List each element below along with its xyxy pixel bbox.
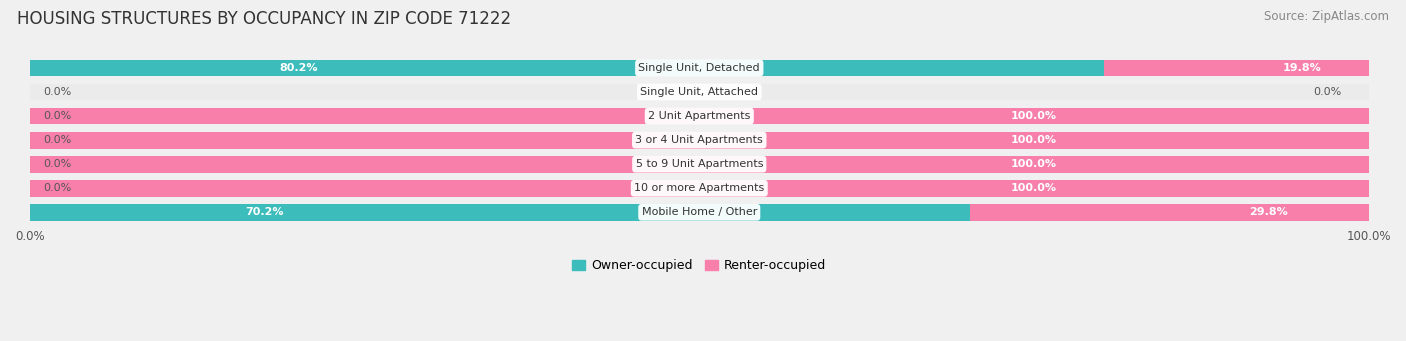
Bar — [30, 204, 970, 221]
Bar — [30, 180, 1369, 197]
Text: 0.0%: 0.0% — [1313, 87, 1341, 97]
Text: 2 Unit Apartments: 2 Unit Apartments — [648, 111, 751, 121]
Bar — [30, 156, 1369, 173]
Text: HOUSING STRUCTURES BY OCCUPANCY IN ZIP CODE 71222: HOUSING STRUCTURES BY OCCUPANCY IN ZIP C… — [17, 10, 510, 28]
Bar — [1104, 60, 1369, 76]
Bar — [30, 132, 1369, 149]
Text: 0.0%: 0.0% — [44, 87, 72, 97]
Text: 19.8%: 19.8% — [1284, 63, 1322, 73]
Text: Single Unit, Detached: Single Unit, Detached — [638, 63, 761, 73]
Text: 10 or more Apartments: 10 or more Apartments — [634, 183, 765, 193]
Text: 3 or 4 Unit Apartments: 3 or 4 Unit Apartments — [636, 135, 763, 145]
Text: 100.0%: 100.0% — [1011, 111, 1057, 121]
Text: 100.0%: 100.0% — [1011, 183, 1057, 193]
Text: 100.0%: 100.0% — [1011, 135, 1057, 145]
Text: Single Unit, Attached: Single Unit, Attached — [640, 87, 758, 97]
Text: 29.8%: 29.8% — [1250, 207, 1288, 217]
Text: 0.0%: 0.0% — [44, 135, 72, 145]
Text: 0.0%: 0.0% — [44, 183, 72, 193]
Text: 80.2%: 80.2% — [278, 63, 318, 73]
Text: Mobile Home / Other: Mobile Home / Other — [641, 207, 756, 217]
Text: 0.0%: 0.0% — [44, 159, 72, 169]
Text: 100.0%: 100.0% — [1011, 159, 1057, 169]
Text: 0.0%: 0.0% — [44, 111, 72, 121]
Bar — [30, 156, 1369, 173]
Bar — [30, 108, 1369, 124]
Text: 5 to 9 Unit Apartments: 5 to 9 Unit Apartments — [636, 159, 763, 169]
Bar — [30, 108, 1369, 124]
Bar — [30, 204, 1369, 221]
Bar — [970, 204, 1369, 221]
Bar — [30, 132, 1369, 149]
Bar — [30, 60, 1104, 76]
Legend: Owner-occupied, Renter-occupied: Owner-occupied, Renter-occupied — [572, 259, 827, 272]
Text: Source: ZipAtlas.com: Source: ZipAtlas.com — [1264, 10, 1389, 23]
Text: 70.2%: 70.2% — [246, 207, 284, 217]
Bar — [30, 84, 1369, 101]
Bar — [30, 60, 1369, 76]
Bar — [30, 180, 1369, 197]
